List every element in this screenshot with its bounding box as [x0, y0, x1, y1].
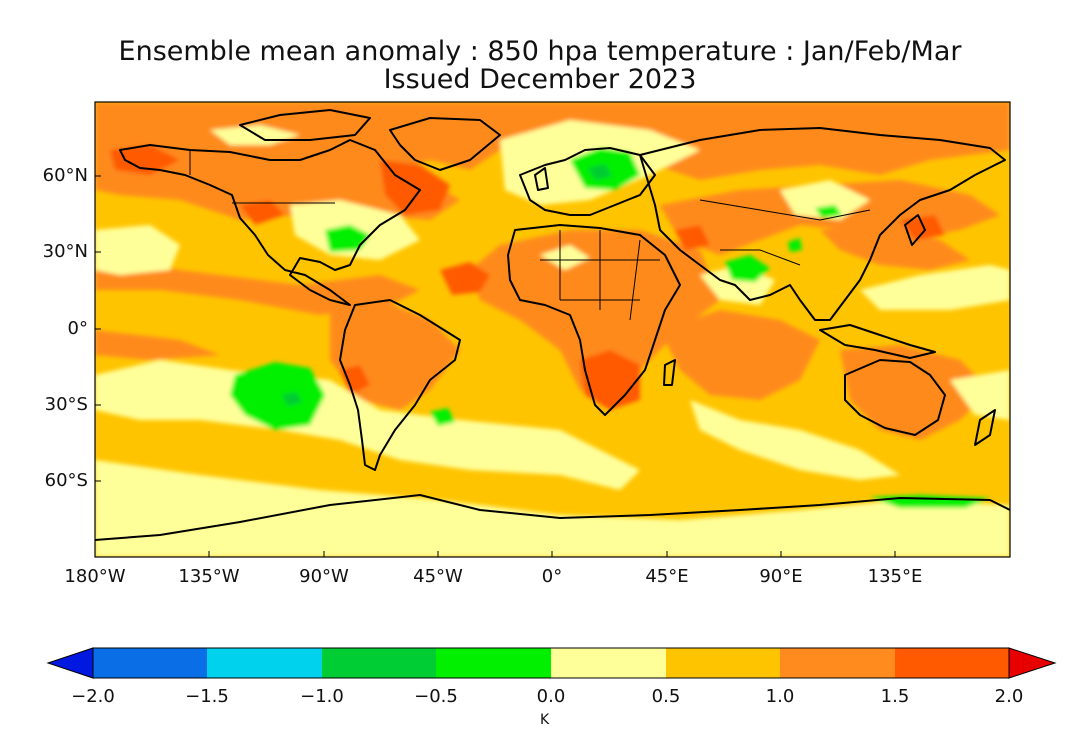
lat-tick-label: 30°N	[42, 241, 88, 262]
lon-tick-label: 90°E	[759, 566, 803, 587]
colorbar-tick-label: 1.5	[880, 686, 910, 707]
colorbar-tick-label: 2.0	[994, 686, 1024, 707]
colorbar-tick-label: −0.5	[414, 686, 458, 707]
colorbar-bin	[207, 648, 322, 678]
lat-tick-label: 30°S	[44, 394, 88, 415]
colorbar-bin	[436, 648, 551, 678]
colorbar-over-arrow	[1008, 647, 1057, 679]
lon-tick-label: 90°W	[299, 566, 349, 587]
map-title: Ensemble mean anomaly : 850 hpa temperat…	[118, 36, 962, 67]
lon-tick-label: 180°W	[64, 566, 126, 587]
lat-tick-label: 0°	[67, 318, 88, 339]
colorbar-bin	[93, 648, 207, 678]
lon-tick-label: 135°E	[867, 566, 923, 587]
colorbar-tick-label: −1.0	[300, 686, 344, 707]
lon-tick-label: 135°W	[178, 566, 240, 587]
lon-tick-label: 45°E	[645, 566, 689, 587]
colorbar-bin	[895, 648, 1009, 678]
colorbar	[46, 647, 1057, 679]
colorbar-bin	[666, 648, 780, 678]
lon-tick-label: 0°	[541, 566, 563, 587]
colorbar-frame	[92, 647, 1010, 679]
colorbar-tick-label: 0.0	[536, 686, 566, 707]
colorbar-tick-label: −1.5	[185, 686, 229, 707]
lon-tick-label: 45°W	[413, 566, 463, 587]
colorbar-tick-label: 1.0	[765, 686, 795, 707]
colorbar-bin	[322, 648, 436, 678]
colorbar-tick-label: −2.0	[71, 686, 115, 707]
coastlines	[95, 109, 1010, 541]
colorbar-bin	[780, 648, 895, 678]
country-borders	[189, 150, 871, 321]
axis-ticks	[95, 175, 896, 557]
colorbar-unit-label: K	[540, 712, 550, 728]
anomaly-field	[95, 102, 1010, 557]
anomaly-band-m1-m0p5	[282, 164, 612, 406]
anomaly-band-m0p5-0	[230, 148, 990, 508]
colorbar-tick-label: 0.5	[651, 686, 681, 707]
lat-tick-label: 60°S	[44, 470, 88, 491]
colorbar-bin	[551, 648, 666, 678]
colorbar-under-arrow	[46, 647, 94, 679]
map-subtitle: Issued December 2023	[383, 64, 697, 95]
lat-tick-label: 60°N	[42, 165, 88, 186]
